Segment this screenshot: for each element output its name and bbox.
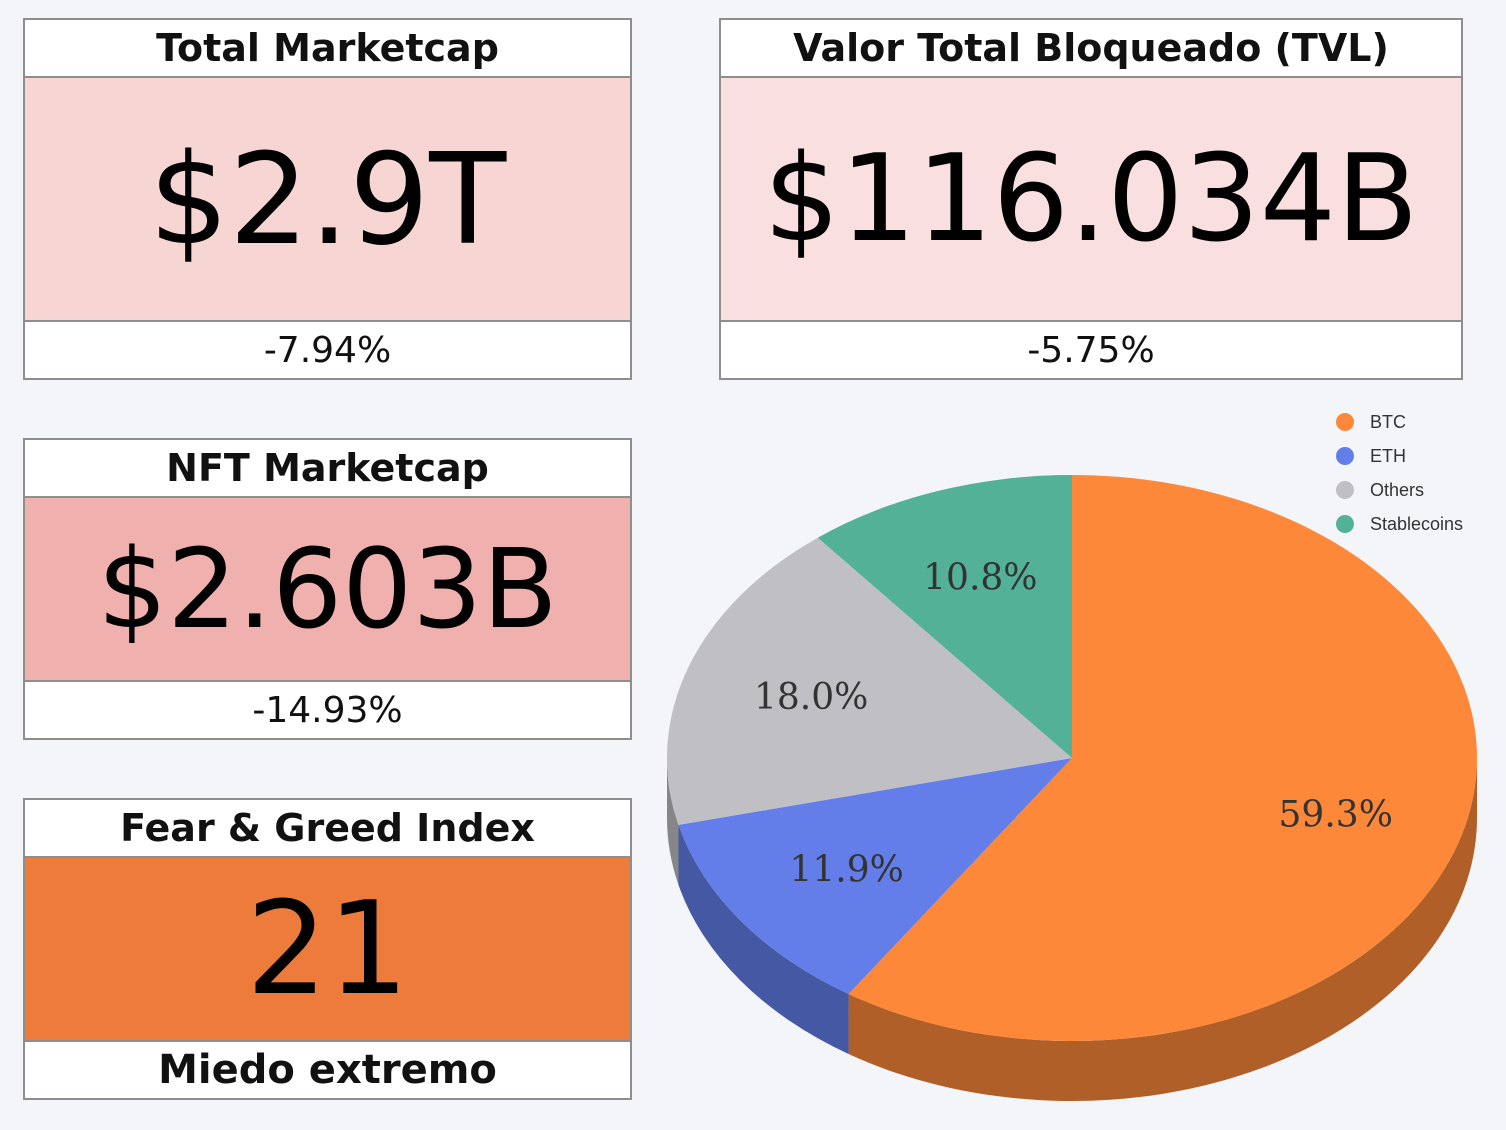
- fear-greed-title: Fear & Greed Index: [25, 800, 630, 858]
- nft-marketcap-value: $2.603B: [25, 498, 630, 680]
- pie-label-btc: 59.3%: [1279, 794, 1393, 835]
- legend-dot: [1336, 413, 1354, 431]
- dominance-pie-chart: 59.3% 11.9% 18.0% 10.8%: [667, 475, 1477, 1101]
- pie-label-others: 18.0%: [754, 677, 868, 718]
- nft-marketcap-title: NFT Marketcap: [25, 440, 630, 498]
- legend-label: BTC: [1370, 411, 1406, 432]
- total-marketcap-card: Total Marketcap $2.9T -7.94%: [23, 18, 632, 380]
- legend-dot: [1336, 515, 1354, 533]
- nft-marketcap-change: -14.93%: [25, 680, 630, 738]
- legend-label: Others: [1370, 479, 1425, 500]
- legend-label: Stablecoins: [1370, 513, 1464, 534]
- pie-slice-stablecoins: [817, 475, 1072, 758]
- legend-item-btc[interactable]: BTC: [1336, 405, 1463, 439]
- pie-slice-btc: [848, 475, 1477, 1042]
- total-marketcap-value: $2.9T: [25, 78, 630, 320]
- pie-label-stablecoins: 10.8%: [923, 558, 1037, 599]
- nft-marketcap-card: NFT Marketcap $2.603B -14.93%: [23, 438, 632, 740]
- pie-legend: BTC ETH Others Stablecoins: [1336, 405, 1463, 541]
- legend-item-others[interactable]: Others: [1336, 473, 1463, 507]
- pie-label-eth: 11.9%: [789, 850, 903, 891]
- tvl-card: Valor Total Bloqueado (TVL) $116.034B -5…: [719, 18, 1463, 380]
- pie-side-eth: [678, 824, 849, 1055]
- fear-greed-card: Fear & Greed Index 21 Miedo extremo: [23, 798, 632, 1100]
- pie-side-btc: [848, 758, 1477, 1101]
- total-marketcap-change: -7.94%: [25, 320, 630, 378]
- tvl-value: $116.034B: [721, 78, 1461, 320]
- pie-slice-others: [667, 537, 1072, 825]
- legend-dot: [1336, 481, 1354, 499]
- legend-item-stablecoins[interactable]: Stablecoins: [1336, 507, 1463, 541]
- legend-dot: [1336, 447, 1354, 465]
- tvl-change: -5.75%: [721, 320, 1461, 378]
- legend-label: ETH: [1370, 445, 1406, 466]
- tvl-title: Valor Total Bloqueado (TVL): [721, 20, 1461, 78]
- total-marketcap-title: Total Marketcap: [25, 20, 630, 78]
- fear-greed-label: Miedo extremo: [25, 1040, 630, 1098]
- pie-slice-eth: [678, 758, 1072, 995]
- legend-item-eth[interactable]: ETH: [1336, 439, 1463, 473]
- fear-greed-value: 21: [25, 858, 630, 1040]
- pie-side-others: [667, 758, 679, 885]
